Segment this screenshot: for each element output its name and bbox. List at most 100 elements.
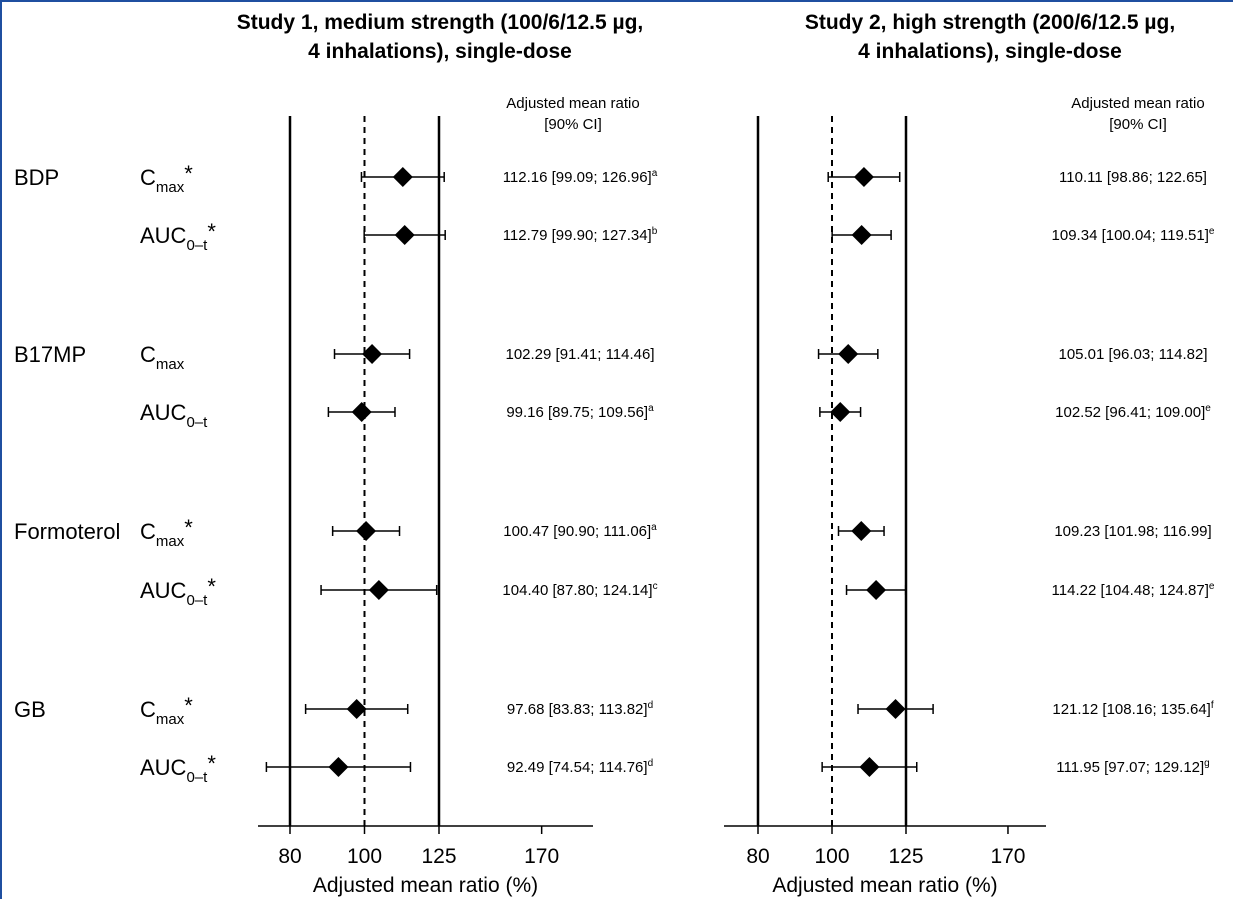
parameter-subscript: 0–t (186, 592, 208, 609)
ci-value-label: 99.16 [89.75; 109.56]a (506, 403, 654, 421)
point-estimate-diamond (866, 580, 887, 600)
ci-value-label: 110.11 [98.86; 122.65] (1059, 169, 1207, 186)
point-estimate-diamond (394, 225, 415, 245)
parameter-label: AUC0–t* (140, 751, 216, 786)
parameter-subscript: max (156, 356, 185, 373)
ci-value-label: 92.49 [74.54; 114.76]d (507, 758, 653, 776)
x-tick-label: 125 (888, 845, 923, 868)
parameter-label: AUC0–t* (140, 219, 216, 254)
ci-value-text: 102.52 [96.41; 109.00] (1055, 404, 1205, 421)
ci-footnote-marker: c (653, 581, 658, 592)
x-tick-label: 125 (421, 845, 456, 868)
parameter-subscript: max (156, 533, 185, 550)
ci-value-label: 109.23 [101.98; 116.99] (1054, 523, 1211, 540)
parameter-base: AUC (140, 755, 187, 780)
forest-panel-1: Study 1, medium strength (100/6/12.5 µg,… (237, 11, 658, 897)
parameter-asterisk: * (184, 161, 193, 186)
parameter-label: Cmax (140, 342, 185, 373)
point-estimate-diamond (362, 344, 383, 364)
parameter-label: Cmax* (140, 161, 193, 196)
point-estimate-diamond (851, 225, 872, 245)
panel-title-line: 4 inhalations), single-dose (858, 40, 1122, 63)
ci-value-text: 100.47 [90.90; 111.06] (503, 523, 651, 540)
point-estimate-diamond (392, 167, 413, 187)
ci-value-text: 97.68 [83.83; 113.82] (507, 701, 648, 718)
ci-footnote-marker: e (1209, 226, 1215, 237)
ci-value-label: 102.29 [91.41; 114.46] (505, 346, 654, 363)
parameter-asterisk: * (207, 751, 216, 776)
x-tick-label: 170 (990, 845, 1025, 868)
ci-value-label: 111.95 [97.07; 129.12]g (1056, 758, 1209, 776)
ci-footnote-marker: a (652, 168, 658, 179)
parameter-asterisk: * (207, 219, 216, 244)
ci-value-label: 105.01 [96.03; 114.82] (1058, 346, 1207, 363)
analyte-label: GB (14, 697, 46, 722)
parameter-label: Cmax* (140, 693, 193, 728)
x-tick-label: 100 (347, 845, 382, 868)
parameter-label: AUC0–t* (140, 574, 216, 609)
parameter-subscript: max (156, 179, 185, 196)
analyte-label: BDP (14, 165, 59, 190)
ci-value-text: 99.16 [89.75; 109.56] (506, 404, 648, 421)
ci-value-label: 100.47 [90.90; 111.06]a (503, 522, 657, 540)
ci-value-text: 92.49 [74.54; 114.76] (507, 759, 648, 776)
point-estimate-diamond (346, 699, 367, 719)
parameter-label: Cmax* (140, 515, 193, 550)
point-estimate-diamond (838, 344, 859, 364)
row-labels: BDP Cmax*AUC0–t*B17MP CmaxAUC0–tFormoterol… (14, 161, 216, 786)
parameter-base: C (140, 342, 156, 367)
point-estimate-diamond (356, 521, 377, 541)
ci-value-text: 114.22 [104.48; 124.87] (1052, 582, 1209, 599)
ci-footnote-marker: a (648, 403, 654, 414)
ci-value-text: 102.29 [91.41; 114.46] (505, 346, 654, 363)
ci-footnote-marker: e (1205, 403, 1211, 414)
parameter-base: C (140, 165, 156, 190)
ci-value-label: 112.16 [99.09; 126.96]a (503, 168, 658, 186)
frame-top-border (0, 0, 1233, 2)
ci-value-text: 121.12 [108.16; 135.64] (1052, 701, 1210, 718)
ci-footnote-marker: d (648, 700, 654, 711)
x-tick-label: 100 (814, 845, 849, 868)
ci-column-header: Adjusted mean ratio (1071, 95, 1204, 112)
forest-panel-2: Study 2, high strength (200/6/12.5 µg, 4 … (724, 11, 1215, 897)
parameter-base: AUC (140, 223, 187, 248)
ci-value-text: 104.40 [87.80; 124.14] (502, 582, 652, 599)
parameter-base: C (140, 519, 156, 544)
parameter-subscript: max (156, 711, 185, 728)
ci-value-label: 109.34 [100.04; 119.51]e (1052, 226, 1215, 244)
ci-value-label: 112.79 [99.90; 127.34]b (503, 226, 658, 244)
ci-footnote-marker: f (1211, 700, 1214, 711)
panel-title-line: Study 2, high strength (200/6/12.5 µg, (805, 11, 1175, 34)
parameter-subscript: 0–t (186, 769, 208, 786)
x-tick-label: 170 (524, 845, 559, 868)
analyte-label: B17MP (14, 342, 86, 367)
point-estimate-diamond (853, 167, 874, 187)
parameter-label: AUC0–t (140, 400, 208, 431)
ci-footnote-marker: d (648, 758, 654, 769)
parameter-asterisk: * (184, 693, 193, 718)
panel-title-line: 4 inhalations), single-dose (308, 40, 572, 63)
point-estimate-diamond (885, 699, 906, 719)
ci-value-label: 104.40 [87.80; 124.14]c (502, 581, 657, 599)
parameter-base: AUC (140, 578, 187, 603)
parameter-base: C (140, 697, 156, 722)
ci-column-header: [90% CI] (544, 116, 602, 133)
parameter-asterisk: * (184, 515, 193, 540)
ci-value-text: 109.34 [100.04; 119.51] (1052, 227, 1209, 244)
x-axis-title: Adjusted mean ratio (%) (313, 874, 538, 897)
ci-footnote-marker: b (652, 226, 658, 237)
ci-value-label: 121.12 [108.16; 135.64]f (1052, 700, 1213, 718)
point-estimate-diamond (859, 757, 880, 777)
ci-value-text: 105.01 [96.03; 114.82] (1058, 346, 1207, 363)
parameter-subscript: 0–t (186, 237, 208, 254)
ci-footnote-marker: a (651, 522, 657, 533)
point-estimate-diamond (368, 580, 389, 600)
ci-value-label: 114.22 [104.48; 124.87]e (1052, 581, 1215, 599)
ci-value-label: 102.52 [96.41; 109.00]e (1055, 403, 1211, 421)
ci-footnote-marker: g (1204, 758, 1210, 769)
ci-column-header: Adjusted mean ratio (506, 95, 639, 112)
x-tick-label: 80 (746, 845, 769, 868)
frame-left-border (0, 0, 2, 899)
ci-value-text: 109.23 [101.98; 116.99] (1054, 523, 1211, 540)
